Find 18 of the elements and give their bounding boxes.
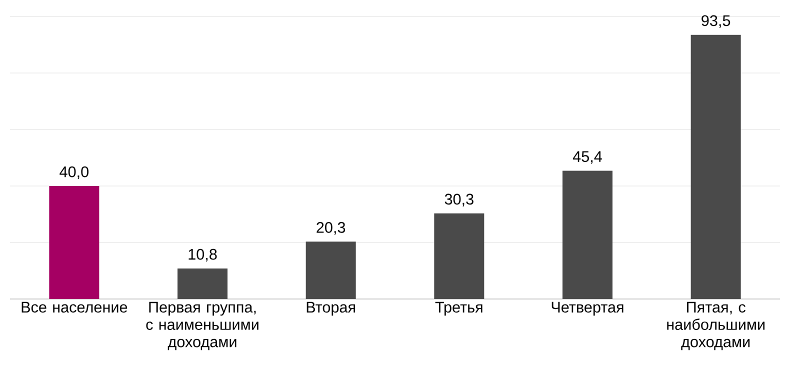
- bar: [306, 242, 356, 299]
- x-tick-label: Первая группа, с наименьшими доходами: [146, 302, 258, 350]
- data-label: 10,8: [188, 248, 217, 262]
- bar: [562, 170, 612, 299]
- bar: [178, 268, 228, 299]
- data-label: 40,0: [60, 166, 88, 180]
- data-label: 30,3: [444, 194, 474, 206]
- bar: [434, 213, 484, 299]
- bar: [690, 34, 741, 299]
- x-tick-label: Пятая, с наибольшими доходами: [667, 302, 764, 350]
- bar: [49, 186, 100, 299]
- data-label: 20,3: [316, 222, 346, 235]
- data-label: 93,5: [702, 15, 730, 28]
- x-tick-label: Четвертая: [552, 302, 624, 316]
- data-label: 45,4: [572, 151, 602, 164]
- x-tick-label: Все население: [22, 302, 128, 313]
- x-tick-label: Вторая: [306, 302, 355, 316]
- x-tick-label: Третья: [435, 302, 482, 316]
